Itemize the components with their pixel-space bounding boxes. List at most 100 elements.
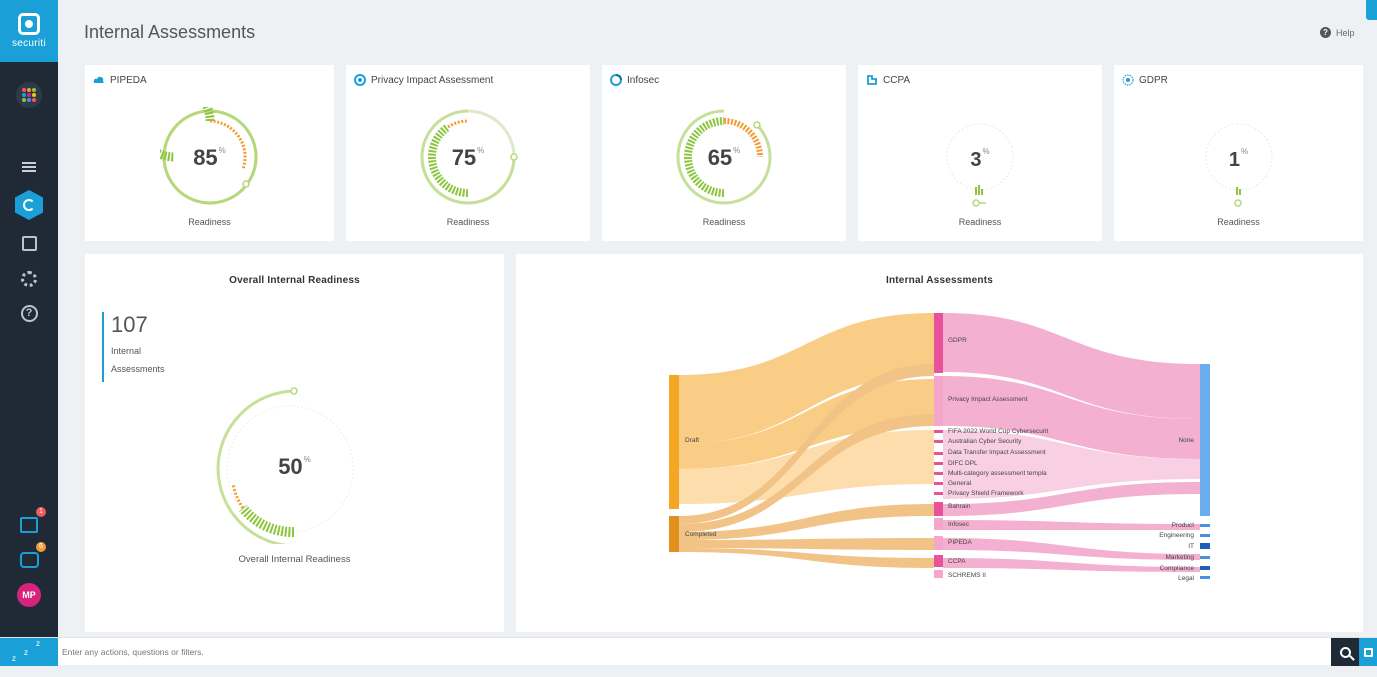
ccpa-icon <box>867 75 877 85</box>
internal-assessments-panel: Internal Assessments <box>516 254 1363 632</box>
readiness-value: 75% <box>451 145 485 170</box>
readiness-label: Readiness <box>1217 217 1260 227</box>
corner-tab[interactable] <box>1366 0 1377 20</box>
hamburger-icon <box>22 166 36 168</box>
overall-readiness-panel: Overall Internal Readiness 107 Internal … <box>85 254 504 632</box>
gift-button[interactable]: 1 <box>16 507 46 538</box>
sankey-label: Marketing <box>1165 554 1194 561</box>
sankey-chart: Draft Completed GDPR Privacy Impact Asse… <box>669 313 1210 582</box>
sankey-label: Bahrain <box>948 503 971 510</box>
sankey-label: Completed <box>685 531 717 538</box>
command-input[interactable] <box>62 643 1324 661</box>
chat-button[interactable]: 6 <box>16 542 46 573</box>
sankey-label: Privacy Impact Assessment <box>948 396 1028 403</box>
card-pipeda[interactable]: PIPEDA 85% Readiness <box>85 65 334 241</box>
logo-icon <box>18 13 40 35</box>
assessments-nav-button[interactable] <box>15 190 43 220</box>
sankey-label: FIFA 2022 World Cup Cybersecurit <box>948 428 1049 435</box>
gift-badge: 1 <box>36 507 46 517</box>
card-title: CCPA <box>866 74 910 86</box>
assessment-count: 107 Internal Assessments <box>102 312 181 382</box>
sankey-label: Infosec <box>948 521 970 528</box>
cloud-icon <box>93 76 104 83</box>
sankey-label: None <box>1178 437 1194 444</box>
card-gdpr[interactable]: GDPR 1% Readiness <box>1114 65 1363 241</box>
pia-gauge <box>420 109 518 205</box>
sankey-label: Product <box>1172 522 1195 529</box>
gdpr-gauge <box>1205 123 1272 207</box>
card-title: Infosec <box>610 74 659 86</box>
card-infosec[interactable]: Infosec 65% Readiness <box>602 65 846 241</box>
sankey-node-draft <box>669 375 679 509</box>
search-icon <box>1339 646 1351 658</box>
settings-nav-button[interactable] <box>16 266 42 292</box>
readiness-label: Readiness <box>188 217 231 227</box>
calendar-icon <box>21 235 37 251</box>
sankey-label: Compliance <box>1160 565 1195 572</box>
gdpr-icon <box>1122 74 1134 86</box>
brand-logo[interactable]: securiti <box>0 0 58 62</box>
chat-icon <box>19 552 39 568</box>
panel-title: Internal Assessments <box>885 275 993 286</box>
readiness-label: Readiness <box>702 217 746 227</box>
brand-name: securiti <box>11 38 47 49</box>
readiness-value: 3% <box>970 147 990 171</box>
readiness-label: Readiness <box>446 217 490 227</box>
overall-gauge-label: Overall Internal Readiness <box>238 554 351 565</box>
overall-gauge <box>216 387 354 544</box>
card-pia[interactable]: Privacy Impact Assessment 75% Readiness <box>346 65 590 241</box>
sankey-node-completed <box>669 516 679 552</box>
apps-grid-icon <box>22 88 36 102</box>
question-icon: ? <box>20 304 38 322</box>
sankey-label: Engineering <box>1159 532 1194 539</box>
page-title: Internal Assessments <box>84 22 256 42</box>
card-title: Privacy Impact Assessment <box>354 74 493 86</box>
sankey-label: GDPR <box>948 337 967 344</box>
sankey-label: Draft <box>685 437 699 444</box>
count-value: 107 <box>111 312 148 337</box>
calendar-nav-button[interactable] <box>16 230 42 256</box>
sankey-label: Privacy Shield Framework <box>948 490 1024 497</box>
infosec-gauge <box>676 109 772 205</box>
menu-button[interactable] <box>16 154 42 180</box>
assistant-button[interactable]: z z z <box>0 638 58 666</box>
help-icon: ? <box>1320 27 1331 38</box>
sankey-label: Multi-category assessment templa <box>948 470 1047 477</box>
readiness-value: 85% <box>193 145 226 170</box>
sankey-label: PIPEDA <box>948 539 973 546</box>
chat-badge: 6 <box>36 542 46 552</box>
sankey-label: Australian Cyber Security <box>948 438 1022 445</box>
gear-icon <box>21 271 37 287</box>
command-bar: z z z <box>0 637 1377 666</box>
panel-toggle-button[interactable] <box>1359 638 1377 666</box>
search-button[interactable] <box>1331 638 1359 666</box>
sankey-label: IT <box>1188 543 1194 550</box>
assessment-icon <box>23 199 35 211</box>
pia-icon <box>354 74 366 86</box>
readiness-label: Readiness <box>958 217 1002 227</box>
sankey-node-none <box>1200 364 1210 516</box>
help-nav-button[interactable]: ? <box>16 300 42 326</box>
user-avatar[interactable]: MP <box>17 583 41 607</box>
sankey-label: Data Transfer Impact Assessment <box>948 449 1046 456</box>
infosec-icon <box>610 74 622 86</box>
sankey-label: CCPA <box>948 558 966 565</box>
ccpa-gauge <box>946 123 1014 207</box>
card-title: GDPR <box>1122 74 1168 86</box>
readiness-value: 65% <box>707 145 741 170</box>
panel-title: Overall Internal Readiness <box>229 275 360 286</box>
count-label: Internal Assessments <box>111 346 165 374</box>
gift-icon <box>20 517 38 533</box>
card-ccpa[interactable]: CCPA 3% Readiness <box>858 65 1102 241</box>
help-label: Help <box>1336 27 1355 38</box>
sankey-label: SCHREMS II <box>948 572 986 579</box>
sidebar: securiti ? 1 6 MP <box>0 0 58 637</box>
readiness-value: 1% <box>1228 147 1249 171</box>
sankey-label: General <box>948 480 972 487</box>
sankey-label: DIFC DPL <box>948 460 978 467</box>
help-link[interactable]: ? Help <box>1320 27 1355 38</box>
overall-value: 50% <box>278 454 311 479</box>
pipeda-gauge <box>159 107 257 205</box>
apps-button[interactable] <box>16 82 42 108</box>
card-title: PIPEDA <box>93 74 147 86</box>
